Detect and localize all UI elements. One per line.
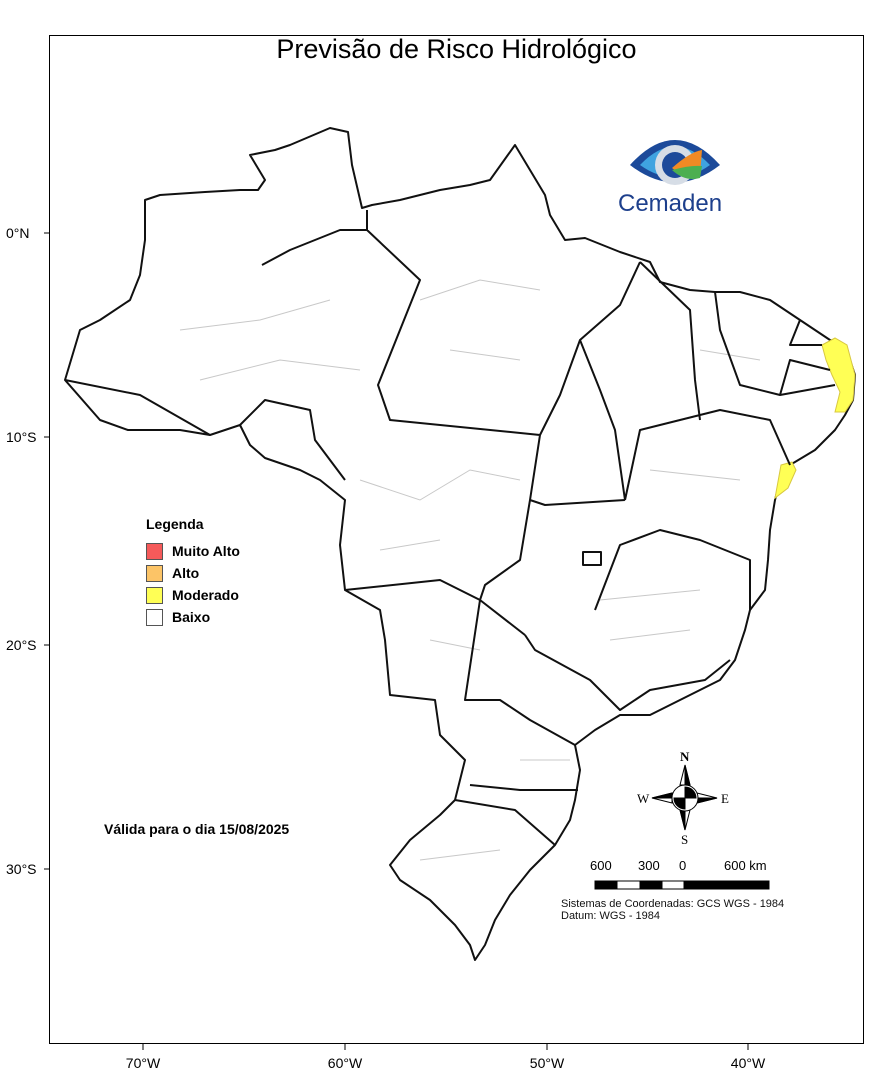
map-frame [49,35,864,1044]
lat-tick: 30°S [6,861,37,877]
scale-bar [594,880,770,890]
federal-district [582,551,602,566]
moderado-area-ba-coast [774,461,797,500]
legend-swatch [146,608,163,626]
legend-label: Muito Alto [172,543,240,559]
compass-rose-icon [651,764,718,831]
legend-label: Moderado [172,587,239,603]
scale-label: 0 [679,858,687,873]
validity-date: Válida para o dia 15/08/2025 [104,821,290,837]
coordinate-info: Sistemas de Coordenadas: GCS WGS - 1984 … [561,898,784,922]
legend-label: Baixo [172,609,211,625]
scale-label: 600 km [724,858,767,873]
map-title: Previsão de Risco Hidrológico [276,34,637,64]
scale-label: 300 [638,858,660,873]
lon-tick: 40°W [730,1055,766,1071]
legend-label: Alto [172,565,200,581]
datum: Datum: WGS - 1984 [561,910,661,922]
lon-tick: 50°W [529,1055,565,1071]
coordinate-system: Sistemas de Coordenadas: GCS WGS - 1984 [561,898,785,910]
legend-item-muito-alto: Muito Alto [146,540,240,562]
compass-s: S [681,832,689,847]
lon-tick: 70°W [125,1055,161,1071]
lat-tick: 20°S [6,637,37,653]
lat-tick: 0°N [6,225,30,241]
legend-title: Legenda [146,516,204,532]
compass-e: E [721,791,729,806]
legend-swatch [146,542,163,560]
cemaden-logo [630,140,720,185]
lat-tick: 10°S [6,429,37,445]
compass-n: N [680,749,690,764]
legend-swatch [146,586,163,604]
legend-item-moderado: Moderado [146,584,240,606]
legend-item-alto: Alto [146,562,240,584]
legend-swatch [146,564,163,582]
lon-tick: 60°W [327,1055,363,1071]
state-borders [64,210,836,846]
compass-w: W [637,791,650,806]
legend-item-baixo: Baixo [146,606,240,628]
legend: Legenda Muito Alto Alto Moderado Baixo [146,516,240,628]
scale-label: 600 [590,858,612,873]
logo-text: Cemaden [618,190,723,217]
